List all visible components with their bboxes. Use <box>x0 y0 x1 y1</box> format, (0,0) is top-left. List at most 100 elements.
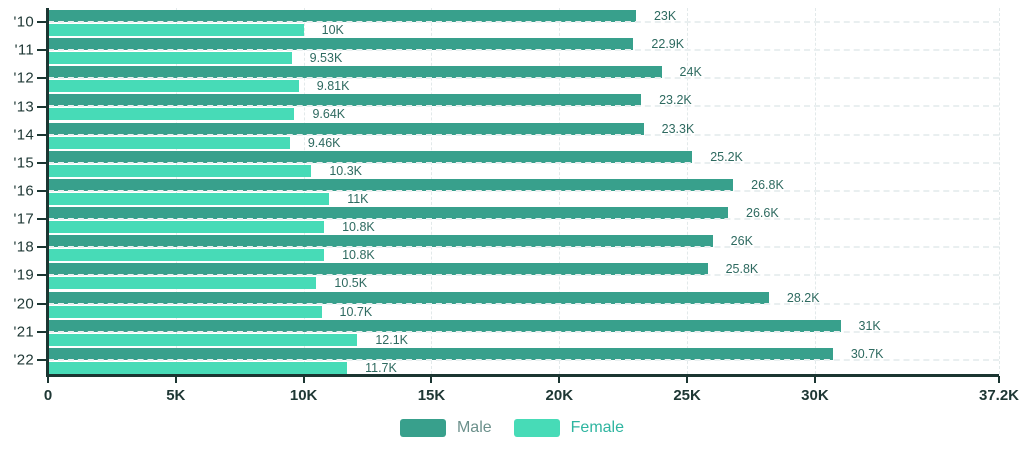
female-bar[interactable] <box>48 24 304 36</box>
horizontal-gridline <box>48 77 999 80</box>
x-tick-mark <box>558 376 561 383</box>
x-tick-mark <box>998 376 1000 383</box>
category-row: '14 23.3K 9.46K <box>14 121 999 150</box>
x-tick-mark <box>174 376 177 383</box>
male-bar[interactable] <box>48 207 729 220</box>
x-tick-mark <box>47 376 49 383</box>
male-value-label: 25.2K <box>710 149 743 164</box>
female-bar[interactable] <box>48 108 295 121</box>
female-value-label: 9.64K <box>312 107 346 122</box>
horizontal-gridline <box>48 133 999 136</box>
male-bar[interactable] <box>48 178 734 191</box>
category-label: '13 <box>13 98 34 116</box>
female-bar[interactable] <box>48 333 358 346</box>
category-row: '16 26.8K 11K <box>14 177 999 206</box>
male-bar[interactable] <box>48 10 636 22</box>
male-value-label: 25.8K <box>725 262 759 277</box>
female-bar[interactable] <box>48 164 312 177</box>
x-tick-label: 37.2K <box>978 387 1020 404</box>
male-bar[interactable] <box>48 291 769 304</box>
horizontal-gridline <box>48 49 999 52</box>
plot-area: '10 23K 10K '11 22.9K 9.53K '12 24K 9.81K '13 23.2… <box>14 8 1000 377</box>
male-bar[interactable] <box>48 319 841 332</box>
category-row: '17 26.6K 10.8K <box>14 205 999 235</box>
male-value-label: 22.9K <box>651 37 685 52</box>
female-value-label: 10K <box>321 23 344 37</box>
legend-label-male: Male <box>456 419 492 436</box>
horizontal-gridline <box>48 330 999 333</box>
male-bar[interactable] <box>48 66 662 79</box>
y-tick-mark <box>37 105 46 108</box>
y-tick-mark <box>37 77 46 80</box>
x-tick-label: 20K <box>545 387 574 404</box>
male-value-label: 24K <box>679 65 702 80</box>
horizontal-gridline <box>48 189 999 192</box>
legend-swatch-female-icon <box>513 419 560 437</box>
female-bar[interactable] <box>48 249 325 262</box>
y-tick-mark <box>37 218 46 221</box>
horizontal-gridline <box>48 105 999 108</box>
female-value-label: 9.81K <box>316 79 350 94</box>
category-row: '12 24K 9.81K <box>14 64 999 94</box>
horizontal-gridline <box>48 358 999 361</box>
female-bar[interactable] <box>48 52 292 65</box>
x-tick-label: 5K <box>166 387 186 404</box>
female-bar[interactable] <box>48 277 317 290</box>
legend-label-female: Female <box>570 419 625 436</box>
male-bar[interactable] <box>48 122 644 135</box>
female-bar[interactable] <box>48 305 322 318</box>
category-label: '21 <box>13 323 34 341</box>
female-bar[interactable] <box>48 80 299 93</box>
category-row: '11 22.9K 9.53K <box>15 36 999 66</box>
y-tick-mark <box>37 190 46 193</box>
male-bar[interactable] <box>48 263 708 276</box>
legend-swatch-male-icon <box>399 419 446 437</box>
x-tick-label: 25K <box>673 387 701 404</box>
category-label: '22 <box>13 351 34 369</box>
category-label: '15 <box>13 154 34 172</box>
legend-item-female[interactable]: Female <box>513 419 625 437</box>
category-label: '12 <box>13 69 34 87</box>
y-tick-mark <box>37 21 46 24</box>
female-value-label: 10.3K <box>329 163 362 178</box>
female-bar[interactable] <box>48 361 348 374</box>
male-bar[interactable] <box>48 235 713 248</box>
male-value-label: 23.3K <box>661 121 695 136</box>
category-label: '14 <box>13 126 34 144</box>
male-bar[interactable] <box>48 38 634 51</box>
x-axis-ticks: 0 5K 10K 15K 20K 25K 30K 37.2K <box>44 376 1019 416</box>
y-tick-mark <box>37 161 46 164</box>
female-value-label: 12.1K <box>375 332 408 347</box>
female-bar[interactable] <box>48 221 325 234</box>
category-label: '10 <box>13 13 34 31</box>
legend-item-male[interactable]: Male <box>399 419 492 437</box>
category-label: '11 <box>14 41 34 59</box>
x-tick-label: 30K <box>801 387 829 404</box>
female-value-label: 10.8K <box>342 220 375 235</box>
horizontal-gridline <box>48 21 999 23</box>
male-value-label: 23K <box>653 9 677 23</box>
horizontal-gridline <box>48 274 999 277</box>
y-tick-mark <box>37 49 46 52</box>
male-bar[interactable] <box>48 150 693 163</box>
horizontal-gridline <box>48 161 999 164</box>
female-bar[interactable] <box>48 192 330 205</box>
vertical-gridline <box>999 8 1000 374</box>
x-tick-label: 15K <box>417 387 446 404</box>
male-value-label: 30.7K <box>850 346 884 361</box>
male-value-label: 26.6K <box>746 206 779 221</box>
male-value-label: 26K <box>730 234 753 249</box>
category-label: '19 <box>13 266 34 284</box>
category-row: '20 28.2K 10.7K <box>14 290 999 319</box>
y-tick-mark <box>37 274 46 277</box>
female-value-label: 9.46K <box>307 135 341 150</box>
female-bar[interactable] <box>48 136 290 149</box>
y-tick-mark <box>37 246 46 249</box>
male-value-label: 31K <box>858 318 881 333</box>
male-bar[interactable] <box>48 347 833 360</box>
male-bar[interactable] <box>48 94 642 107</box>
y-axis-line <box>46 8 49 377</box>
category-row: '18 26K 10.8K <box>14 233 999 262</box>
female-value-label: 9.53K <box>309 51 343 66</box>
